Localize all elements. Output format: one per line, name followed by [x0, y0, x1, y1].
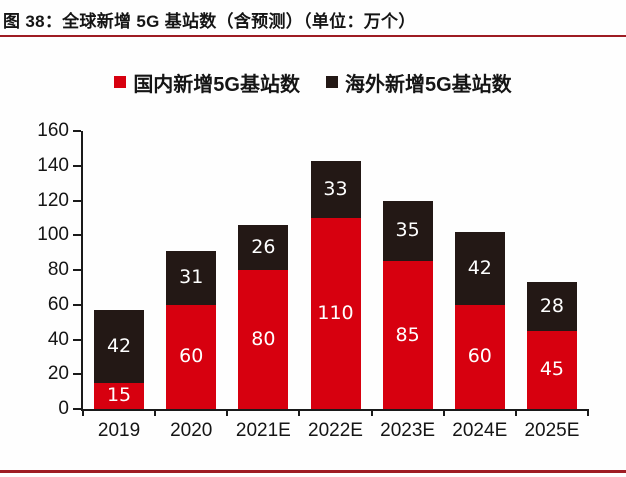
legend-swatch-icon: [114, 76, 127, 88]
x-axis-tick: [370, 409, 373, 416]
y-axis-label: 80: [47, 259, 69, 280]
stacked-bar-2024E: 42 60: [454, 231, 505, 409]
y-axis-tick: [73, 164, 81, 167]
x-axis-label: 2021E: [235, 420, 291, 441]
bar-value-label: 26: [251, 235, 276, 258]
bar-segment-overseas: 26: [238, 224, 289, 270]
x-axis-tick: [442, 409, 445, 416]
caption-rule: [0, 35, 626, 37]
x-axis-tick: [226, 409, 229, 416]
bar-value-label: 35: [395, 219, 420, 242]
figure-caption: 图 38：全球新增 5G 基站数（含预测）（单位：万个）: [3, 12, 416, 31]
y-axis-label: 0: [58, 398, 69, 419]
y-axis-label: 20: [47, 363, 69, 385]
bar-value-label: 110: [317, 301, 354, 324]
y-axis-tick: [73, 373, 81, 376]
bar-value-label: 45: [539, 358, 565, 381]
chart-legend: 国内新增5G基站数 海外新增5G基站数: [0, 68, 626, 97]
bar-segment-overseas: 33: [310, 160, 361, 218]
bar-segment-overseas: 28: [526, 282, 577, 331]
x-axis-tick: [82, 409, 84, 416]
bar-segment-overseas: 35: [382, 200, 433, 262]
legend-label: 海外新增5G基站数: [345, 73, 512, 96]
bar-value-label: 28: [539, 294, 565, 317]
x-axis-label: 2023E: [380, 420, 436, 441]
y-axis-label: 60: [47, 293, 69, 315]
plot-area: 0 20 40 60 80 100 120 140 160 42 15 2019 31 60 2020 26 8…: [37, 121, 589, 441]
x-axis-tick: [154, 409, 157, 416]
bar-value-label: 42: [467, 256, 492, 279]
legend-swatch-icon: [326, 76, 338, 88]
stacked-bar-2019: 42 15: [94, 309, 145, 409]
stacked-bar-2022E: 33 110: [310, 160, 361, 409]
y-axis-tick: [73, 408, 81, 410]
x-axis-label: 2019: [97, 420, 141, 441]
y-axis-tick: [73, 130, 81, 132]
bar-value-label: 15: [106, 384, 132, 407]
bar-value-label: 31: [179, 266, 204, 289]
x-axis-label: 2020: [170, 420, 213, 441]
bar-segment-overseas: 42: [94, 309, 145, 383]
y-axis-label: 140: [37, 154, 69, 176]
footer-rule: [0, 470, 626, 473]
bar-segment-domestic: 60: [454, 304, 505, 409]
bar-segment-overseas: 42: [454, 231, 505, 305]
bar-value-label: 42: [106, 334, 132, 357]
bar-segment-overseas: 31: [166, 250, 217, 305]
bar-segment-domestic: 110: [310, 217, 361, 409]
y-axis-tick: [73, 234, 81, 237]
bar-segment-domestic: 60: [166, 304, 217, 409]
legend-item-overseas: 海外新增5G基站数: [326, 68, 512, 97]
y-axis-tick: [73, 199, 81, 202]
bar-value-label: 33: [323, 177, 348, 200]
x-axis-tick: [514, 409, 517, 416]
stacked-bar-2025E: 28 45: [526, 282, 577, 409]
bar-segment-domestic: 45: [526, 330, 577, 409]
bar-segment-domestic: 15: [94, 382, 145, 409]
bar-value-label: 60: [467, 345, 492, 368]
x-axis-label: 2025E: [524, 420, 580, 441]
stacked-bar-2021E: 26 80: [238, 224, 289, 409]
bar-value-label: 85: [395, 323, 420, 346]
legend-label: 国内新增5G基站数: [133, 73, 300, 96]
y-axis-label: 160: [37, 120, 69, 141]
stacked-bar-2020: 31 60: [166, 250, 217, 409]
y-axis-label: 120: [37, 189, 69, 211]
y-axis-tick: [73, 338, 81, 341]
legend-item-domestic: 国内新增5G基站数: [114, 68, 300, 97]
x-axis-tick: [587, 409, 589, 416]
y-axis-label: 100: [37, 224, 69, 246]
bar-value-label: 80: [251, 328, 276, 350]
y-axis-tick: [73, 269, 81, 271]
x-axis-label: 2024E: [452, 420, 508, 441]
bar-value-label: 60: [179, 345, 204, 368]
y-axis-tick: [73, 303, 81, 306]
stacked-bar-2023E: 35 85: [382, 200, 433, 409]
x-axis-tick: [298, 409, 301, 416]
x-axis-label: 2022E: [308, 420, 363, 441]
bar-segment-domestic: 80: [238, 270, 289, 409]
y-axis-label: 40: [47, 328, 69, 350]
bar-segment-domestic: 85: [382, 261, 433, 409]
